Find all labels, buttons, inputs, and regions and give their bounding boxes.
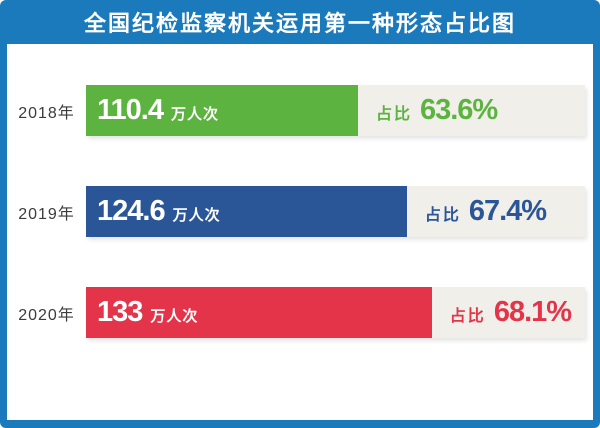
value-number: 133 bbox=[97, 296, 143, 328]
bar-value-2019: 124.6 万人次 bbox=[86, 195, 221, 228]
pct-group-2020: 占比 68.1% bbox=[449, 296, 572, 329]
year-label-2018: 2018年 bbox=[18, 104, 75, 122]
chart-row-2019: 2019年 124.6 万人次 占比 67.4% bbox=[7, 161, 593, 262]
year-label-2020: 2020年 bbox=[18, 306, 75, 324]
pct-group-2019: 占比 67.4% bbox=[424, 195, 547, 228]
value-number: 124.6 bbox=[97, 195, 166, 227]
bar-value-2020: 133 万人次 bbox=[86, 296, 198, 329]
chart-area: 2018年 110.4 万人次 占比 63.6% 2019年 bbox=[7, 44, 593, 420]
chart-row-2018: 2018年 110.4 万人次 占比 63.6% bbox=[7, 60, 593, 161]
pct-value: 63.6% bbox=[419, 94, 498, 126]
chart-row-2020: 2020年 133 万人次 占比 68.1% bbox=[7, 262, 593, 363]
value-unit: 万人次 bbox=[172, 207, 221, 224]
pct-value: 67.4% bbox=[468, 195, 547, 227]
bar-fill-2018: 110.4 万人次 bbox=[86, 85, 358, 136]
pct-group-2018: 占比 63.6% bbox=[375, 94, 498, 127]
bar-track-2019: 124.6 万人次 占比 67.4% bbox=[86, 186, 585, 237]
bar-value-2018: 110.4 万人次 bbox=[86, 94, 219, 127]
value-unit: 万人次 bbox=[150, 308, 199, 325]
year-label-2019: 2019年 bbox=[18, 205, 75, 223]
bar-track-2018: 110.4 万人次 占比 63.6% bbox=[86, 85, 585, 136]
title-bar: 全国纪检监察机关运用第一种形态占比图 bbox=[0, 0, 600, 44]
bar-fill-2020: 133 万人次 bbox=[86, 287, 432, 338]
value-number: 110.4 bbox=[97, 94, 164, 126]
bar-fill-2019: 124.6 万人次 bbox=[86, 186, 407, 237]
value-unit: 万人次 bbox=[170, 106, 219, 123]
pct-label: 占比 bbox=[375, 106, 412, 123]
pct-label: 占比 bbox=[424, 207, 461, 224]
pct-label: 占比 bbox=[449, 308, 486, 325]
bar-track-2020: 133 万人次 占比 68.1% bbox=[86, 287, 585, 338]
page-title: 全国纪检监察机关运用第一种形态占比图 bbox=[83, 11, 516, 36]
pct-value: 68.1% bbox=[493, 296, 572, 328]
